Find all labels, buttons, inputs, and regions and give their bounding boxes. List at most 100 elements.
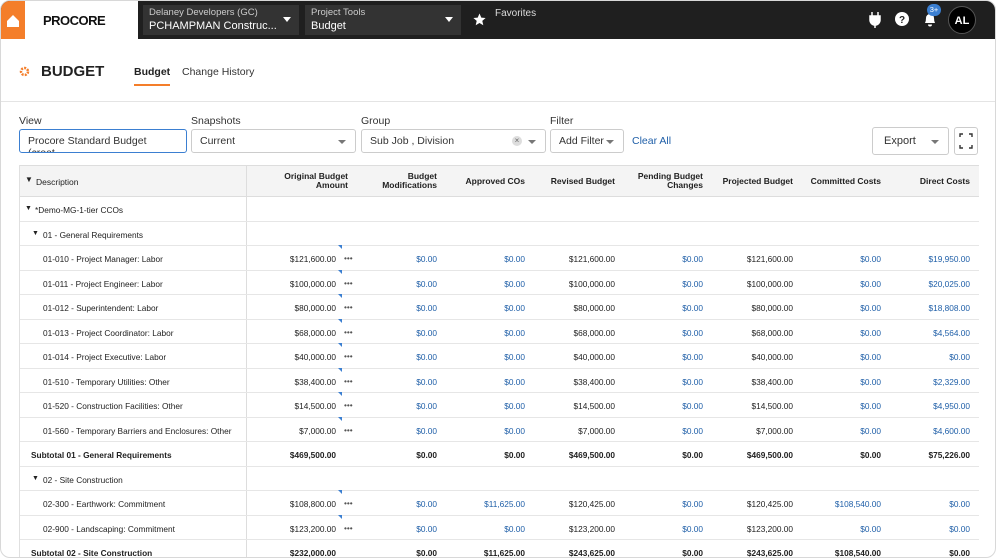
amount[interactable]: $0.00 xyxy=(416,327,437,338)
amount[interactable]: $0.00 xyxy=(949,523,970,534)
amount[interactable]: $20,025.00 xyxy=(928,278,970,289)
marker xyxy=(338,367,342,372)
amount[interactable]: $0.00 xyxy=(416,254,437,264)
amount: $0.00 xyxy=(682,548,703,558)
group-select[interactable]: Sub Job , Division × xyxy=(361,129,546,153)
line-item[interactable]: 01-012 - Superintendent: Labor xyxy=(43,303,159,313)
line-item[interactable]: 01-560 - Temporary Barriers and Enclosur… xyxy=(43,425,232,436)
amount[interactable]: $0.00 xyxy=(860,401,881,411)
line-item[interactable]: 02-300 - Earthwork: Commitment xyxy=(43,499,166,509)
amount: $80,000.00 xyxy=(573,303,615,313)
amount[interactable]: $0.00 xyxy=(504,327,525,338)
view-select[interactable]: Procore Standard Budget (creat... xyxy=(19,129,187,153)
fullscreen-button[interactable] xyxy=(954,127,978,155)
amount[interactable]: $0.00 xyxy=(416,425,437,436)
column-header[interactable]: Budget Modifications xyxy=(382,171,437,190)
amount[interactable]: $11,625.00 xyxy=(484,499,525,509)
amount[interactable]: $0.00 xyxy=(504,278,525,289)
amount[interactable]: $4,564.00 xyxy=(933,327,970,338)
subtotal-label: Subtotal 01 - General Requirements xyxy=(31,450,172,460)
company-select[interactable]: Delaney Developers (GC) PCHAMPMAN Constru… xyxy=(143,5,299,35)
amount[interactable]: $0.00 xyxy=(504,303,525,313)
amount[interactable]: $0.00 xyxy=(682,401,703,411)
tools-select[interactable]: Project Tools Budget xyxy=(305,5,461,35)
line-item[interactable]: 01-013 - Project Coordinator: Labor xyxy=(43,327,174,338)
amount[interactable]: $0.00 xyxy=(682,278,703,289)
amount[interactable]: $0.00 xyxy=(682,254,703,264)
amount[interactable]: $0.00 xyxy=(682,327,703,338)
amount[interactable]: $0.00 xyxy=(416,278,437,289)
clear-all[interactable]: Clear All xyxy=(632,135,672,147)
amount[interactable]: $0.00 xyxy=(504,523,525,534)
line-item[interactable]: 01-014 - Project Executive: Labor xyxy=(43,352,167,362)
amount[interactable]: $0.00 xyxy=(949,352,970,362)
amount[interactable]: $0.00 xyxy=(416,376,437,387)
amount[interactable]: $0.00 xyxy=(860,303,881,313)
line-item[interactable]: 01-011 - Project Engineer: Labor xyxy=(43,278,163,289)
amount: $38,400.00 xyxy=(294,376,336,387)
amount[interactable]: $19,950.00 xyxy=(928,254,970,264)
amount[interactable]: $0.00 xyxy=(949,499,970,509)
amount[interactable]: $0.00 xyxy=(860,254,881,264)
amount[interactable]: $0.00 xyxy=(416,523,437,534)
section-label[interactable]: 02 - Site Construction xyxy=(43,474,123,485)
column-header[interactable]: Original Budget Amount xyxy=(284,171,348,190)
column-header[interactable]: Direct Costs xyxy=(919,175,970,186)
amount[interactable]: $0.00 xyxy=(504,401,525,411)
section-label[interactable]: 01 - General Requirements xyxy=(43,229,144,240)
amount[interactable]: $0.00 xyxy=(682,499,703,509)
row-line xyxy=(20,441,979,442)
amount[interactable]: $4,950.00 xyxy=(933,401,970,411)
logo[interactable]: PROCORE xyxy=(43,13,106,28)
column-header[interactable]: Revised Budget xyxy=(550,175,615,186)
amount[interactable]: $0.00 xyxy=(682,352,703,362)
amount[interactable]: $0.00 xyxy=(682,376,703,387)
line-item[interactable]: 01-520 - Construction Facilities: Other xyxy=(43,401,183,411)
column-header[interactable]: Approved COs xyxy=(465,175,525,186)
amount[interactable]: $108,540.00 xyxy=(834,499,881,509)
amount[interactable]: $0.00 xyxy=(416,499,437,509)
amount[interactable]: $0.00 xyxy=(860,376,881,387)
home-button[interactable] xyxy=(1,1,25,39)
amount: $40,000.00 xyxy=(573,352,615,362)
amount[interactable]: $0.00 xyxy=(860,278,881,289)
row-line xyxy=(20,294,979,295)
amount[interactable]: $0.00 xyxy=(504,376,525,387)
amount[interactable]: $4,600.00 xyxy=(933,425,970,436)
line-item[interactable]: 01-010 - Project Manager: Labor xyxy=(43,254,163,264)
export-button[interactable]: Export xyxy=(872,127,949,155)
plug-icon[interactable] xyxy=(869,12,881,28)
tab[interactable]: Change History xyxy=(182,66,255,78)
line-item[interactable]: 02-900 - Landscaping: Commitment xyxy=(43,523,175,534)
amount[interactable]: $0.00 xyxy=(860,327,881,338)
column-header[interactable]: Committed Costs xyxy=(810,175,881,186)
amount[interactable]: $0.00 xyxy=(860,425,881,436)
amount[interactable]: $0.00 xyxy=(504,425,525,436)
amount[interactable]: $0.00 xyxy=(682,303,703,313)
amount[interactable]: $0.00 xyxy=(504,352,525,362)
amount[interactable]: $0.00 xyxy=(416,352,437,362)
amount[interactable]: $0.00 xyxy=(682,425,703,436)
help-icon[interactable]: ? xyxy=(895,12,909,26)
amount[interactable]: $0.00 xyxy=(504,254,525,264)
amount[interactable]: $0.00 xyxy=(416,401,437,411)
avatar[interactable]: AL xyxy=(948,6,976,34)
badge: 3+ xyxy=(927,4,941,16)
tab-active[interactable]: Budget xyxy=(134,66,171,86)
line-item[interactable]: 01-510 - Temporary Utilities: Other xyxy=(43,376,170,387)
amount[interactable]: $0.00 xyxy=(860,523,881,534)
favorites[interactable]: Favorites xyxy=(495,8,537,19)
amount: $14,500.00 xyxy=(751,401,793,411)
snapshot-select[interactable]: Current xyxy=(191,129,356,153)
bell-icon[interactable] xyxy=(923,12,937,27)
amount[interactable]: $0.00 xyxy=(860,352,881,362)
amount[interactable]: $0.00 xyxy=(682,523,703,534)
column-header[interactable]: Pending Budget Changes xyxy=(637,171,703,190)
column-header[interactable]: Description xyxy=(36,177,79,187)
filter-select[interactable]: Add Filter xyxy=(550,129,624,153)
amount[interactable]: $18,808.00 xyxy=(928,303,970,313)
group-label[interactable]: *Demo-MG-1-tier CCOs xyxy=(35,205,124,215)
column-header[interactable]: Projected Budget xyxy=(722,175,793,186)
amount[interactable]: $0.00 xyxy=(416,303,437,313)
amount[interactable]: $2,329.00 xyxy=(933,376,970,387)
